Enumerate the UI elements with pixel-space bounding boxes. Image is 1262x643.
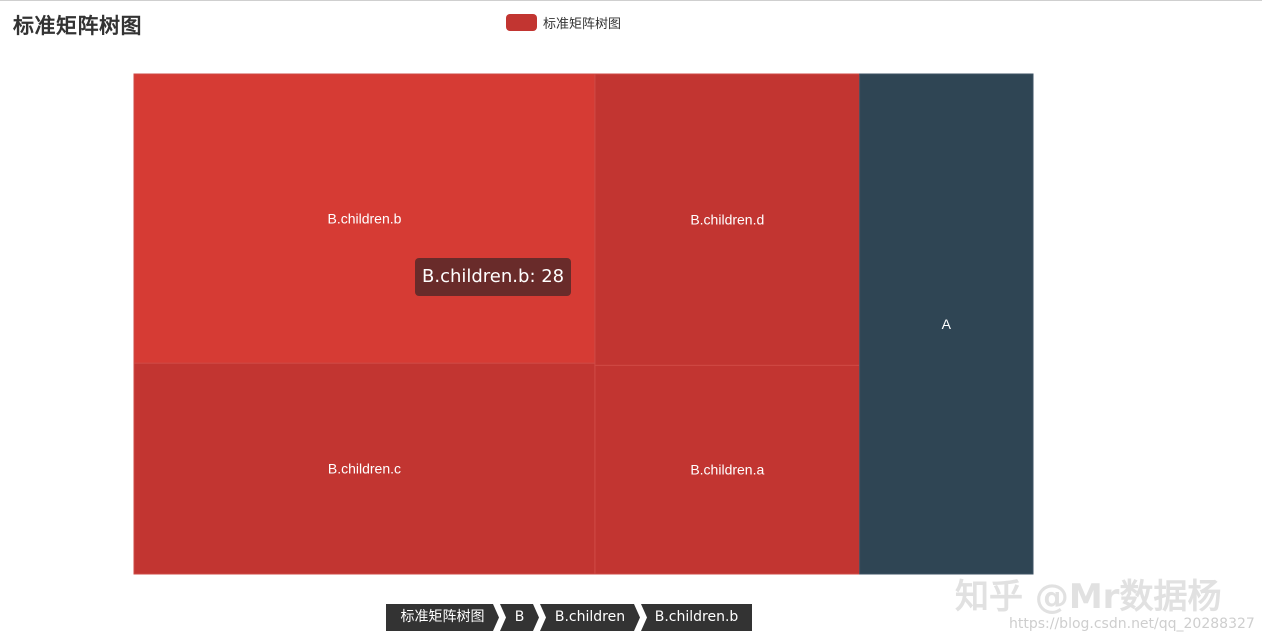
treemap-node-b-children-a[interactable] — [594, 364, 861, 575]
breadcrumb-item-b-children[interactable]: B.children — [540, 604, 640, 631]
treemap-label-b-children-d: B.children.d — [690, 212, 764, 228]
watermark-url: https://blog.csdn.net/qq_20288327 — [1009, 616, 1255, 632]
treemap-node-b-children-d[interactable] — [594, 73, 861, 366]
treemap-label-b-children-a: B.children.a — [690, 462, 764, 478]
treemap-label-a: A — [942, 316, 952, 332]
treemap-node-b-children-b[interactable] — [133, 73, 596, 364]
tooltip: B.children.b: 28 — [415, 258, 572, 296]
treemap-node-b-children-c[interactable] — [133, 362, 596, 575]
legend-item[interactable]: 标准矩阵树图 — [506, 13, 622, 32]
top-divider — [0, 0, 1262, 1]
breadcrumb-item-root[interactable]: 标准矩阵树图 — [386, 604, 499, 631]
breadcrumb-item-b[interactable]: B — [500, 604, 539, 631]
chart-title: 标准矩阵树图 — [13, 14, 142, 38]
treemap-label-b-children-c: B.children.c — [328, 461, 401, 477]
watermark: 知乎 @Mr数据杨 — [955, 577, 1222, 617]
breadcrumb-item-b-children-b[interactable]: B.children.b — [641, 604, 752, 631]
legend-label: 标准矩阵树图 — [543, 16, 622, 32]
treemap-node-a[interactable] — [859, 73, 1034, 575]
legend-swatch — [506, 13, 537, 31]
treemap-label-b-children-b: B.children.b — [327, 211, 401, 227]
